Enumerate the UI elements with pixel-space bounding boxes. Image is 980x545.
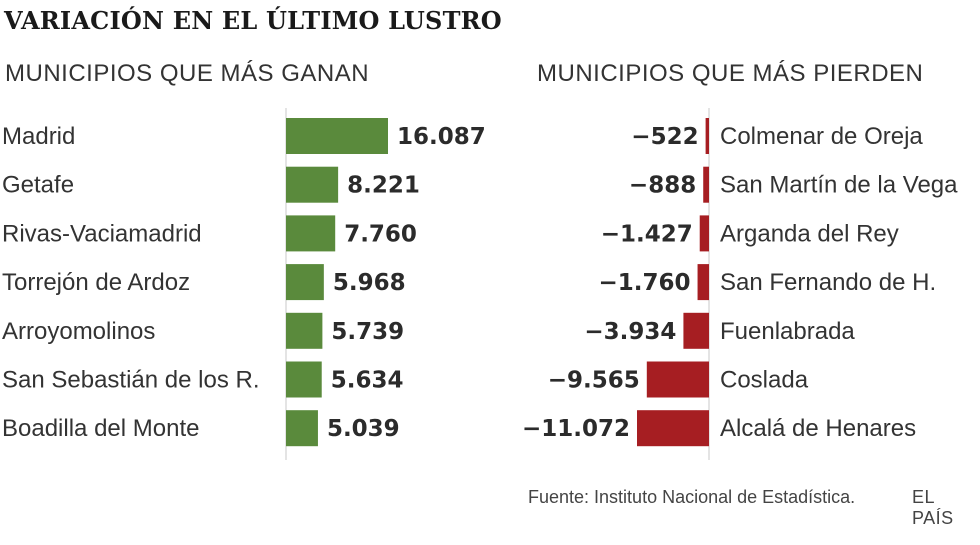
loss-bar: [705, 118, 709, 154]
loss-category-label: Colmenar de Oreja: [720, 123, 923, 150]
loss-value-label: −1.427: [601, 221, 693, 247]
gain-category-label: San Sebastián de los R.: [2, 367, 260, 394]
gain-value-label: 16.087: [397, 124, 486, 150]
loss-bar: [697, 264, 709, 301]
gain-value-label: 8.221: [347, 173, 420, 199]
left-panel-title: MUNICIPIOS QUE MÁS GANAN: [5, 60, 370, 87]
gain-value-label: 5.968: [333, 270, 406, 296]
gain-bar: [286, 410, 318, 447]
source-note: Fuente: Instituto Nacional de Estadístic…: [528, 487, 856, 507]
gain-category-label: Arroyomolinos: [2, 318, 155, 345]
gain-bar: [286, 215, 336, 252]
gain-bar: [286, 312, 323, 349]
gain-category-label: Torrejón de Ardoz: [2, 269, 190, 296]
loss-bar: [703, 166, 709, 203]
loss-category-label: Alcalá de Henares: [720, 415, 916, 442]
gain-category-label: Rivas-Vaciamadrid: [2, 220, 202, 247]
gain-value-label: 5.739: [331, 319, 404, 345]
loss-category-label: San Fernando de H.: [720, 269, 936, 296]
gain-bar: [286, 118, 388, 154]
loss-value-label: −11.072: [522, 416, 630, 442]
chart-title: VARIACIÓN EN EL ÚLTIMO LUSTRO: [4, 6, 502, 35]
loss-bar: [683, 312, 709, 349]
gain-bar: [286, 361, 322, 398]
gain-bar: [286, 264, 324, 301]
loss-value-label: −888: [629, 173, 696, 199]
gain-category-label: Getafe: [2, 172, 74, 199]
gain-value-label: 7.760: [344, 221, 417, 247]
loss-bar: [646, 361, 709, 398]
gain-category-label: Boadilla del Monte: [2, 415, 199, 442]
loss-category-label: Fuenlabrada: [720, 318, 855, 345]
gain-bar: [286, 166, 339, 203]
loss-category-label: Coslada: [720, 367, 809, 394]
loss-category-label: Arganda del Rey: [720, 220, 899, 247]
brand-label: EL PAÍS: [912, 487, 954, 528]
loss-category-label: San Martín de la Vega: [720, 172, 958, 199]
loss-value-label: −9.565: [548, 368, 640, 394]
loss-value-label: −1.760: [599, 270, 691, 296]
loss-bar: [637, 410, 709, 447]
loss-value-label: −3.934: [584, 319, 676, 345]
gain-value-label: 5.039: [327, 416, 400, 442]
gain-value-label: 5.634: [331, 368, 404, 394]
gain-category-label: Madrid: [2, 123, 75, 150]
loss-bar: [699, 215, 709, 252]
loss-value-label: −522: [631, 124, 698, 150]
right-panel-title: MUNICIPIOS QUE MÁS PIERDEN: [537, 60, 924, 87]
